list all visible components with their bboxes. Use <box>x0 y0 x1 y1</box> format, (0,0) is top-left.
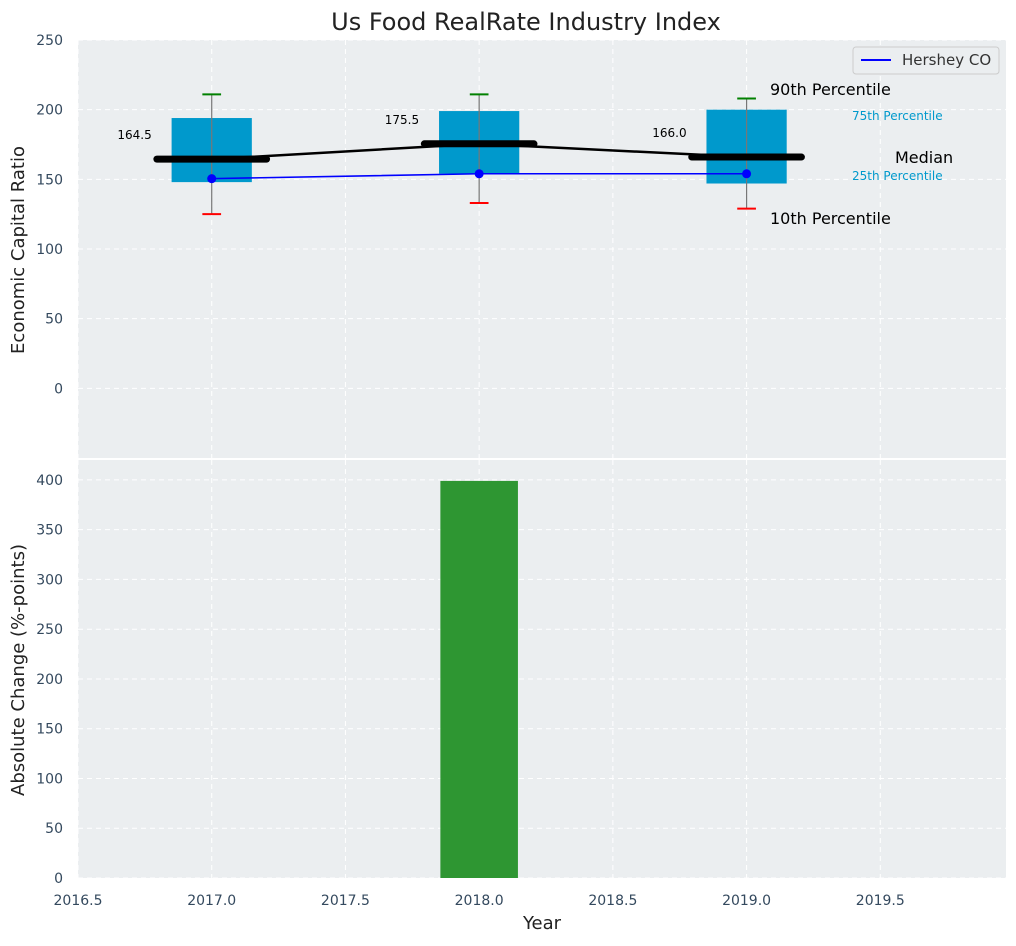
bottom-y-axis-label: Absolute Change (%-points) <box>8 544 29 796</box>
series-point <box>207 174 217 184</box>
bottom-y-tick-label: 100 <box>36 771 63 787</box>
bottom-y-tick-label: 0 <box>54 871 63 887</box>
percentile-annotations: 90th Percentile 75th Percentile Median 2… <box>770 80 953 228</box>
top-y-tick-labels: 0 50 100 150 200 250 <box>36 33 63 397</box>
bottom-gridlines <box>77 460 1006 879</box>
top-gridlines <box>77 39 1006 458</box>
bottom-y-tick-label: 350 <box>36 523 63 539</box>
top-y-tick-label: 250 <box>36 33 63 49</box>
top-y-axis-label: Economic Capital Ratio <box>8 146 29 354</box>
bottom-y-tick-label: 250 <box>36 622 63 638</box>
legend-box <box>852 46 1000 75</box>
legend-label: Hershey CO <box>902 51 991 69</box>
p90-label: 90th Percentile <box>770 80 891 99</box>
p25-label: 25th Percentile <box>852 169 943 183</box>
top-y-tick-label: 50 <box>45 312 63 328</box>
median-value-label: 166.0 <box>652 126 686 140</box>
bottom-y-tick-label: 400 <box>36 473 63 489</box>
bottom-y-tick-label: 200 <box>36 672 63 688</box>
top-y-tick-label: 150 <box>36 172 63 188</box>
x-tick-label: 2018.0 <box>455 893 504 909</box>
x-tick-label: 2016.5 <box>54 893 103 909</box>
median-value-label: 164.5 <box>117 128 151 142</box>
legend: Hershey CO <box>852 46 1000 75</box>
series-point <box>474 169 484 179</box>
x-tick-label: 2019.5 <box>856 893 905 909</box>
chart-title: Us Food RealRate Industry Index <box>331 8 721 36</box>
p10-label: 10th Percentile <box>770 209 891 228</box>
x-tick-label: 2018.5 <box>588 893 637 909</box>
p75-label: 75th Percentile <box>852 109 943 123</box>
bar <box>440 480 518 878</box>
x-tick-label: 2019.0 <box>722 893 771 909</box>
top-y-tick-label: 0 <box>54 381 63 397</box>
top-boxes: 164.5 175.5 166.0 <box>117 93 805 216</box>
bottom-y-tick-label: 50 <box>45 821 63 837</box>
x-tick-labels: 2016.5 2017.0 2017.5 2018.0 2018.5 2019.0 2019… <box>54 893 905 909</box>
median-value-label: 175.5 <box>385 113 419 127</box>
bottom-y-tick-label: 300 <box>36 572 63 588</box>
median-trend-line <box>211 142 747 161</box>
top-y-tick-label: 200 <box>36 103 63 119</box>
top-y-tick-label: 100 <box>36 242 63 258</box>
x-tick-label: 2017.0 <box>187 893 236 909</box>
series-point <box>742 169 752 179</box>
bottom-plot-background <box>78 460 1006 878</box>
bottom-y-tick-label: 150 <box>36 722 63 738</box>
x-tick-label: 2017.5 <box>321 893 370 909</box>
bottom-y-tick-labels: 0 50 100 150 200 250 300 350 400 <box>36 473 63 887</box>
median-label: Median <box>895 148 953 167</box>
hershey-series <box>207 169 752 184</box>
bottom-bars <box>440 480 518 878</box>
x-axis-label: Year <box>522 913 562 934</box>
